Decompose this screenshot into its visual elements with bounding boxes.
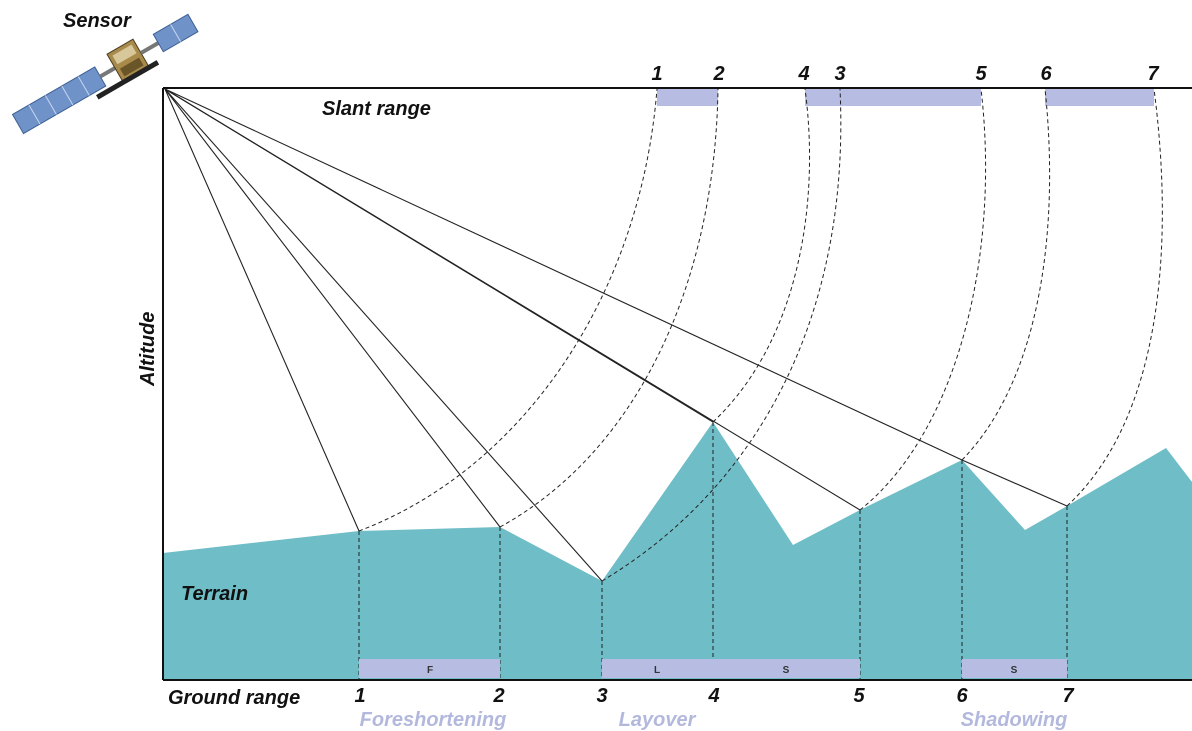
range-arcs: [358, 88, 1163, 582]
slant-bar: [657, 89, 718, 106]
terrain-label: Terrain: [181, 583, 248, 605]
sensor-label: Sensor: [63, 10, 132, 32]
ground-number: 7: [1062, 685, 1074, 707]
range-arc: [1066, 88, 1163, 507]
ground-bar-layover: [602, 659, 713, 678]
range-arc: [961, 88, 1051, 461]
ground-bar-foreshortening: [359, 659, 500, 678]
ground-bar-label: S: [1011, 665, 1018, 676]
slant-number: 5: [975, 63, 987, 85]
range-ray: [961, 459, 1068, 507]
range-rays: [164, 88, 1068, 582]
ground-number: 1: [354, 685, 365, 707]
satellite-icon: [11, 13, 199, 135]
ground-number: 4: [707, 685, 719, 707]
slant-number: 7: [1147, 63, 1159, 85]
slant-number: 1: [651, 63, 662, 85]
range-arc: [499, 88, 719, 528]
effect-foreshortening: Foreshortening: [360, 709, 507, 731]
ground-number: 5: [853, 685, 865, 707]
altitude-label: Altitude: [137, 312, 159, 387]
slant-number: 6: [1040, 63, 1052, 85]
range-arc: [712, 88, 811, 423]
effect-shadowing: Shadowing: [961, 709, 1068, 731]
slant-number: 4: [797, 63, 809, 85]
ground-number: 3: [596, 685, 607, 707]
terrain-area: [163, 422, 1192, 680]
ground-bar-label: F: [427, 665, 433, 676]
range-ray: [164, 88, 501, 528]
ground-bar-label: L: [654, 665, 660, 676]
range-ray: [164, 88, 861, 511]
range-ray: [164, 88, 963, 461]
slant-range-label: Slant range: [322, 98, 431, 120]
range-ray: [164, 88, 360, 532]
ground-number: 2: [492, 685, 504, 707]
slant-bar: [1045, 89, 1154, 106]
slant-bar: [805, 89, 981, 106]
range-ray: [164, 88, 603, 582]
range-arc: [358, 88, 658, 532]
effect-layover: Layover: [619, 709, 697, 731]
slant-number: 2: [712, 63, 724, 85]
ground-bar-shadow-1: [713, 659, 860, 678]
range-arc: [859, 88, 987, 511]
ground-range-label: Ground range: [168, 687, 300, 709]
drop-lines: [358, 422, 1068, 680]
ground-bar-label: S: [783, 665, 790, 676]
ground-bar-shadow-2: [962, 659, 1067, 678]
range-arc: [601, 88, 842, 582]
ground-number: 6: [956, 685, 968, 707]
slant-number: 3: [834, 63, 845, 85]
